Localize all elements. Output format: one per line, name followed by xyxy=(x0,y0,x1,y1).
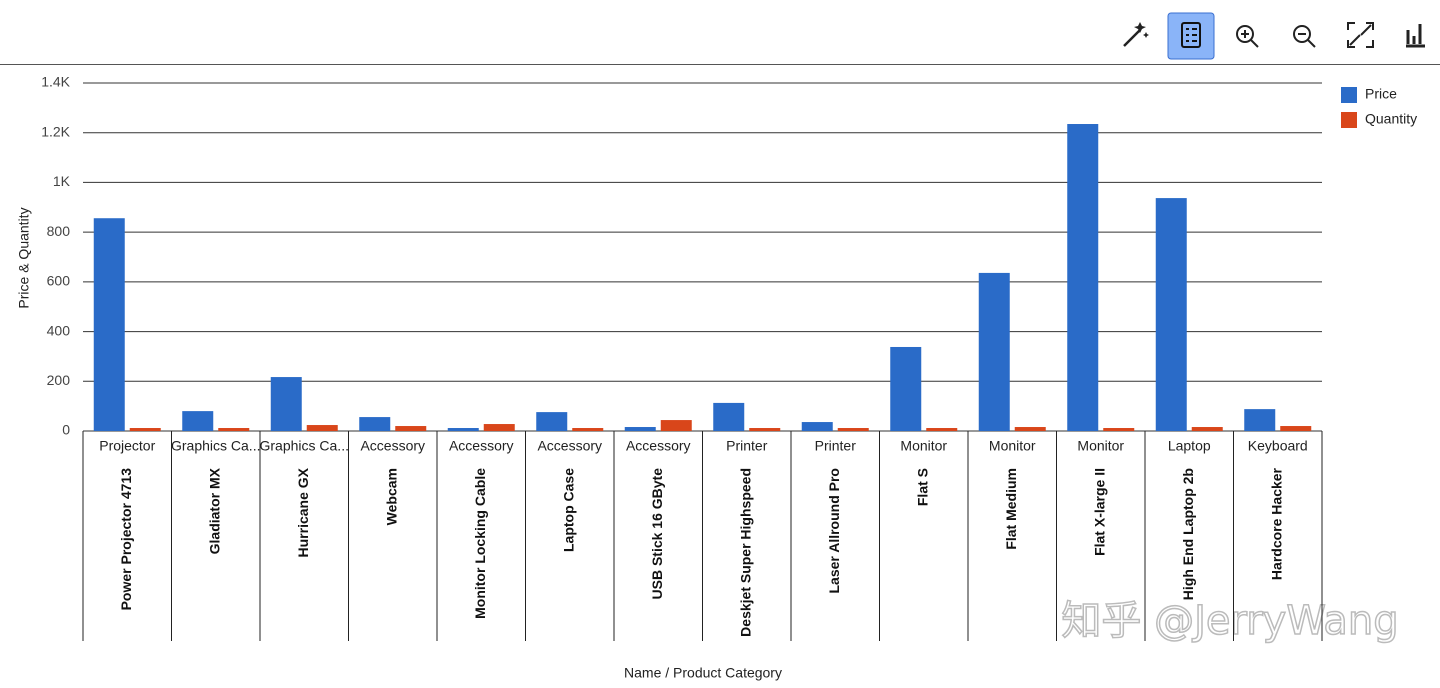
legend-label: Price xyxy=(1365,86,1397,102)
bar xyxy=(483,424,515,431)
legend-swatch xyxy=(1341,112,1357,128)
bar xyxy=(1280,426,1312,431)
category-label: Accessory xyxy=(537,438,602,454)
name-label: USB Stick 16 GByte xyxy=(649,468,665,600)
toolbar xyxy=(0,12,1440,65)
bar xyxy=(978,272,1010,431)
bar xyxy=(129,428,161,431)
legend-swatch xyxy=(1341,87,1357,103)
bar xyxy=(218,428,250,431)
name-label: Hardcore Hacker xyxy=(1268,467,1284,580)
bar xyxy=(660,420,692,431)
bar xyxy=(1244,409,1276,431)
name-label: Gladiator MX xyxy=(206,467,222,554)
x-axis-title: Name / Product Category xyxy=(624,665,782,681)
bar xyxy=(1155,198,1187,431)
category-label: Monitor xyxy=(1077,438,1124,454)
y-tick-label: 1.2K xyxy=(41,123,70,139)
name-label: Webcam xyxy=(383,468,399,525)
category-label: Graphics Ca... xyxy=(260,438,349,454)
y-tick-label: 0 xyxy=(62,422,70,438)
bar xyxy=(713,402,745,431)
bar xyxy=(536,412,568,431)
name-label: Flat X-large II xyxy=(1091,468,1107,556)
name-label: Flat Medium xyxy=(1003,468,1019,550)
watermark: 知乎 @JerryWang xyxy=(1061,598,1398,644)
bar xyxy=(624,427,656,431)
category-label: Accessory xyxy=(626,438,691,454)
y-axis-title: Price & Quantity xyxy=(16,207,32,308)
bar xyxy=(837,428,869,431)
category-label: Graphics Ca... xyxy=(171,438,260,454)
category-label: Printer xyxy=(726,438,768,454)
bar xyxy=(447,428,479,431)
category-label: Keyboard xyxy=(1248,438,1308,454)
category-label: Accessory xyxy=(360,438,425,454)
zoom-in-button[interactable] xyxy=(1236,25,1259,48)
name-label: Power Projector 4713 xyxy=(118,468,134,611)
fullscreen-button[interactable] xyxy=(1347,22,1374,48)
bar xyxy=(1191,427,1223,431)
name-label: High End Laptop 2b xyxy=(1180,468,1196,600)
category-label: Monitor xyxy=(900,438,947,454)
name-label: Hurricane GX xyxy=(295,467,311,557)
bar xyxy=(572,428,604,431)
bar xyxy=(1014,427,1046,431)
y-tick-label: 800 xyxy=(47,223,71,239)
name-label: Deskjet Super Highspeed xyxy=(737,468,753,637)
bar xyxy=(270,377,302,431)
bar xyxy=(306,425,338,431)
magic-button[interactable] xyxy=(1123,22,1149,47)
bar xyxy=(749,428,781,431)
y-tick-label: 200 xyxy=(47,372,71,388)
bar xyxy=(926,428,958,431)
category-label: Printer xyxy=(815,438,857,454)
category-label: Laptop xyxy=(1168,438,1211,454)
category-label: Accessory xyxy=(449,438,514,454)
y-tick-label: 1K xyxy=(53,173,71,189)
name-label: Laptop Case xyxy=(560,468,576,552)
name-label: Flat S xyxy=(914,468,930,506)
name-label: Laser Allround Pro xyxy=(826,468,842,594)
name-label: Monitor Locking Cable xyxy=(472,468,488,619)
y-tick-label: 1.4K xyxy=(41,74,70,90)
y-tick-label: 600 xyxy=(47,273,71,289)
category-label: Projector xyxy=(99,438,155,454)
bar xyxy=(182,411,214,431)
y-tick-label: 400 xyxy=(47,322,71,338)
bar xyxy=(395,426,427,431)
chart-type-button[interactable] xyxy=(1406,24,1425,48)
zoom-out-button[interactable] xyxy=(1293,25,1316,48)
category-label: Monitor xyxy=(989,438,1036,454)
bar xyxy=(1067,124,1099,431)
bar xyxy=(801,422,833,431)
bar xyxy=(890,346,922,431)
legend-label: Quantity xyxy=(1365,111,1417,127)
table-view-button[interactable] xyxy=(1167,12,1215,60)
bar xyxy=(1103,428,1135,431)
bar xyxy=(93,218,125,431)
bar xyxy=(359,417,391,431)
